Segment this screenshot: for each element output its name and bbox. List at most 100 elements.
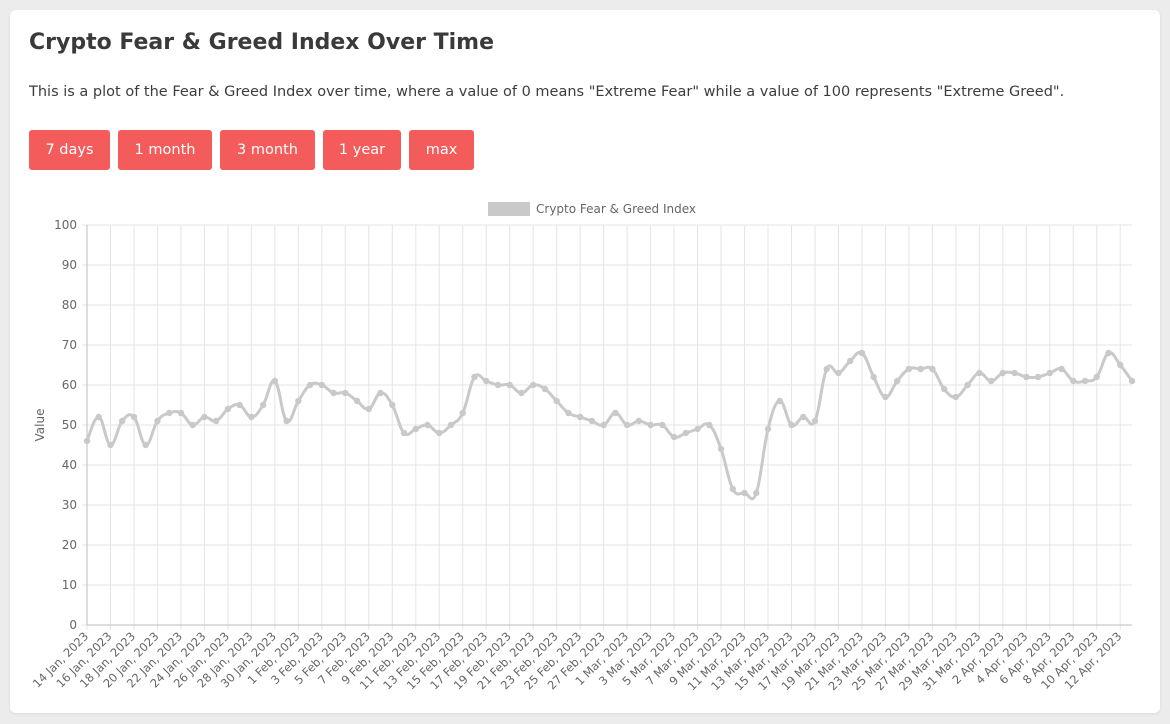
data-point[interactable] bbox=[1093, 373, 1100, 381]
data-point[interactable] bbox=[553, 397, 560, 405]
data-point[interactable] bbox=[271, 377, 279, 385]
data-point[interactable] bbox=[142, 441, 149, 449]
data-point[interactable] bbox=[1070, 377, 1077, 385]
data-point[interactable] bbox=[600, 421, 607, 429]
data-point[interactable] bbox=[447, 421, 455, 429]
range-1-year-button[interactable]: 1 year bbox=[323, 130, 401, 170]
data-point[interactable] bbox=[659, 421, 666, 429]
data-point[interactable] bbox=[95, 413, 102, 421]
data-point[interactable] bbox=[776, 397, 783, 405]
data-point[interactable] bbox=[283, 417, 290, 425]
data-point[interactable] bbox=[882, 393, 889, 401]
data-point[interactable] bbox=[248, 413, 255, 421]
data-point[interactable] bbox=[212, 417, 220, 425]
data-point[interactable] bbox=[83, 437, 91, 445]
data-point[interactable] bbox=[753, 489, 760, 497]
data-point[interactable] bbox=[741, 489, 748, 497]
data-point[interactable] bbox=[1023, 373, 1030, 381]
data-point[interactable] bbox=[177, 409, 185, 417]
data-point[interactable] bbox=[999, 369, 1007, 377]
data-point[interactable] bbox=[1058, 365, 1065, 373]
data-point[interactable] bbox=[835, 369, 842, 377]
data-point[interactable] bbox=[471, 373, 478, 381]
data-point[interactable] bbox=[788, 421, 795, 429]
data-point[interactable] bbox=[917, 365, 924, 373]
data-point[interactable] bbox=[576, 413, 584, 421]
data-point[interactable] bbox=[694, 425, 701, 433]
data-point[interactable] bbox=[823, 365, 830, 373]
data-point[interactable] bbox=[436, 429, 443, 437]
data-point[interactable] bbox=[612, 409, 619, 417]
y-tick-label: 40 bbox=[62, 458, 77, 472]
data-point[interactable] bbox=[729, 485, 736, 493]
data-point[interactable] bbox=[224, 405, 232, 413]
data-point[interactable] bbox=[682, 429, 690, 437]
data-point[interactable] bbox=[165, 409, 173, 417]
data-point[interactable] bbox=[236, 401, 243, 409]
data-point[interactable] bbox=[1117, 361, 1124, 369]
range-1-month-button[interactable]: 1 month bbox=[118, 130, 212, 170]
data-point[interactable] bbox=[565, 409, 572, 417]
data-point[interactable] bbox=[130, 413, 138, 421]
data-point[interactable] bbox=[905, 365, 913, 373]
data-point[interactable] bbox=[483, 377, 490, 385]
data-point[interactable] bbox=[1046, 369, 1054, 377]
data-point[interactable] bbox=[365, 405, 372, 413]
data-point[interactable] bbox=[588, 417, 596, 425]
data-point[interactable] bbox=[976, 369, 983, 377]
data-point[interactable] bbox=[1105, 349, 1112, 357]
data-point[interactable] bbox=[154, 417, 161, 425]
data-point[interactable] bbox=[353, 397, 361, 405]
data-point[interactable] bbox=[201, 413, 208, 421]
data-point[interactable] bbox=[1034, 373, 1042, 381]
data-point[interactable] bbox=[893, 377, 901, 385]
data-point[interactable] bbox=[107, 441, 114, 449]
data-point[interactable] bbox=[259, 401, 267, 409]
range-7-days-button[interactable]: 7 days bbox=[29, 130, 110, 170]
data-point[interactable] bbox=[1128, 377, 1136, 385]
data-point[interactable] bbox=[400, 429, 408, 437]
data-point[interactable] bbox=[952, 393, 960, 401]
data-point[interactable] bbox=[858, 349, 866, 357]
range-max-button[interactable]: max bbox=[409, 130, 474, 170]
data-point[interactable] bbox=[424, 421, 431, 429]
data-point[interactable] bbox=[987, 377, 995, 385]
data-point[interactable] bbox=[389, 401, 396, 409]
data-point[interactable] bbox=[706, 421, 713, 429]
data-point[interactable] bbox=[940, 385, 948, 393]
data-point[interactable] bbox=[717, 445, 725, 453]
data-point[interactable] bbox=[870, 373, 877, 381]
data-point[interactable] bbox=[459, 409, 466, 417]
range-3-month-button[interactable]: 3 month bbox=[220, 130, 315, 170]
data-point[interactable] bbox=[377, 389, 384, 397]
data-point[interactable] bbox=[1011, 369, 1018, 377]
data-point[interactable] bbox=[189, 421, 196, 429]
data-point[interactable] bbox=[800, 413, 807, 421]
data-point[interactable] bbox=[764, 425, 772, 433]
data-point[interactable] bbox=[518, 389, 525, 397]
data-point[interactable] bbox=[811, 417, 819, 425]
data-point[interactable] bbox=[647, 421, 654, 429]
y-tick-label: 90 bbox=[62, 258, 77, 272]
data-points bbox=[83, 349, 1136, 497]
data-point[interactable] bbox=[318, 381, 326, 389]
data-point[interactable] bbox=[623, 421, 631, 429]
data-point[interactable] bbox=[119, 417, 126, 425]
data-point[interactable] bbox=[506, 381, 513, 389]
data-point[interactable] bbox=[964, 381, 971, 389]
data-point[interactable] bbox=[330, 389, 337, 397]
data-point[interactable] bbox=[494, 381, 502, 389]
data-point[interactable] bbox=[306, 381, 314, 389]
data-point[interactable] bbox=[929, 365, 936, 373]
data-point[interactable] bbox=[541, 385, 549, 393]
data-point[interactable] bbox=[670, 433, 678, 441]
chart-legend[interactable]: Crypto Fear & Greed Index bbox=[488, 202, 696, 216]
data-point[interactable] bbox=[412, 425, 419, 433]
data-point[interactable] bbox=[529, 381, 537, 389]
data-point[interactable] bbox=[342, 389, 349, 397]
data-point[interactable] bbox=[847, 357, 854, 365]
data-point[interactable] bbox=[1081, 377, 1089, 385]
data-point[interactable] bbox=[295, 397, 302, 405]
data-point[interactable] bbox=[635, 417, 643, 425]
